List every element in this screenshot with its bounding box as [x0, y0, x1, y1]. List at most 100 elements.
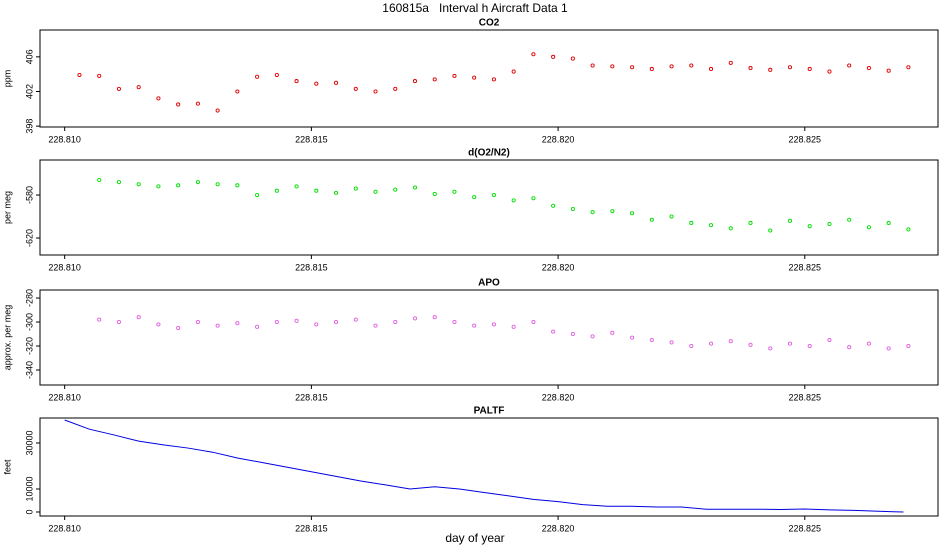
data-point — [728, 60, 733, 65]
data-point — [393, 319, 398, 325]
data-point — [156, 322, 161, 327]
y-axis-label: approx. per meg — [2, 305, 12, 371]
data-point — [768, 228, 773, 233]
data-point — [728, 226, 733, 231]
data-point — [768, 346, 773, 351]
data-point — [373, 89, 378, 94]
y-tick-label: -580 — [24, 186, 34, 204]
data-point — [215, 108, 220, 113]
data-point — [136, 315, 141, 320]
data-point — [255, 74, 260, 79]
data-point — [472, 195, 477, 200]
data-point — [314, 188, 319, 193]
data-point — [235, 183, 240, 188]
data-point — [353, 186, 358, 191]
page-title: 160815a Interval h Aircraft Data 1 — [382, 1, 568, 15]
data-point — [708, 66, 714, 72]
y-tick-label: -620 — [24, 229, 34, 247]
x-tick-label: 228.820 — [542, 134, 575, 144]
data-point — [235, 89, 240, 94]
data-point — [847, 217, 852, 222]
x-tick-label: 228.810 — [48, 262, 81, 272]
data-point — [649, 337, 654, 343]
data-point — [393, 187, 398, 192]
y-axis-label: per meg — [2, 191, 12, 224]
data-point — [787, 218, 793, 223]
data-point — [255, 324, 260, 329]
data-point — [353, 317, 358, 322]
data-point — [886, 220, 891, 226]
data-point — [610, 64, 615, 69]
data-point — [353, 86, 358, 91]
y-axis-label: feet — [2, 459, 12, 475]
data-point — [570, 206, 575, 212]
data-point — [728, 339, 733, 344]
x-tick-label: 228.825 — [789, 523, 822, 533]
data-point — [274, 319, 279, 325]
data-point — [511, 69, 516, 74]
data-point — [847, 345, 852, 350]
data-point — [827, 221, 832, 227]
data-point — [452, 73, 457, 78]
data-point — [827, 69, 832, 74]
x-tick-label: 228.825 — [789, 134, 822, 144]
panel-title: APO — [478, 278, 500, 289]
data-point — [748, 66, 753, 71]
data-point — [432, 315, 437, 320]
data-point — [590, 63, 595, 68]
data-point — [452, 319, 457, 325]
data-point — [590, 210, 595, 215]
x-tick-label: 228.815 — [295, 523, 328, 533]
data-point — [116, 86, 121, 91]
data-point — [373, 189, 378, 194]
x-tick-label: 228.810 — [48, 392, 81, 402]
data-point — [511, 324, 516, 329]
y-tick-label: 10000 — [24, 476, 34, 501]
data-point — [255, 192, 260, 198]
panel-title: CO2 — [479, 18, 500, 29]
y-tick-label: 402 — [24, 84, 34, 99]
data-point — [689, 220, 694, 226]
y-tick-label: 30000 — [24, 430, 34, 455]
data-point — [906, 343, 911, 349]
y-tick-label: -340 — [24, 361, 34, 379]
data-point — [472, 75, 477, 80]
panel-title: d(O2/N2) — [468, 148, 510, 159]
plot-frame — [39, 159, 939, 256]
data-point — [97, 177, 102, 183]
data-point — [472, 323, 477, 328]
data-point — [649, 66, 654, 72]
data-point — [432, 77, 437, 82]
data-point — [630, 65, 635, 70]
data-point — [866, 66, 871, 71]
data-point — [314, 81, 319, 86]
data-point — [906, 227, 911, 232]
data-point — [827, 337, 832, 343]
data-point — [669, 64, 674, 69]
plot-frame — [39, 289, 939, 386]
data-point — [531, 196, 536, 201]
data-point — [314, 322, 319, 327]
data-point — [708, 341, 714, 346]
data-point — [294, 318, 299, 323]
data-point — [294, 79, 299, 84]
data-point — [669, 340, 674, 345]
data-point — [531, 319, 536, 325]
data-point — [748, 342, 753, 347]
data-point — [708, 223, 714, 228]
x-tick-label: 228.820 — [542, 392, 575, 402]
data-point — [412, 316, 418, 321]
data-point — [551, 329, 556, 334]
data-point — [906, 65, 911, 70]
data-point — [116, 180, 121, 185]
data-point — [195, 319, 200, 325]
data-point — [630, 335, 635, 340]
data-point — [551, 54, 556, 59]
data-point — [195, 180, 200, 185]
plot-frame — [39, 29, 939, 128]
data-point — [886, 346, 891, 351]
plot-frame — [39, 417, 939, 517]
data-point — [412, 79, 418, 84]
y-tick-label: -280 — [24, 289, 34, 307]
data-point — [649, 217, 654, 222]
